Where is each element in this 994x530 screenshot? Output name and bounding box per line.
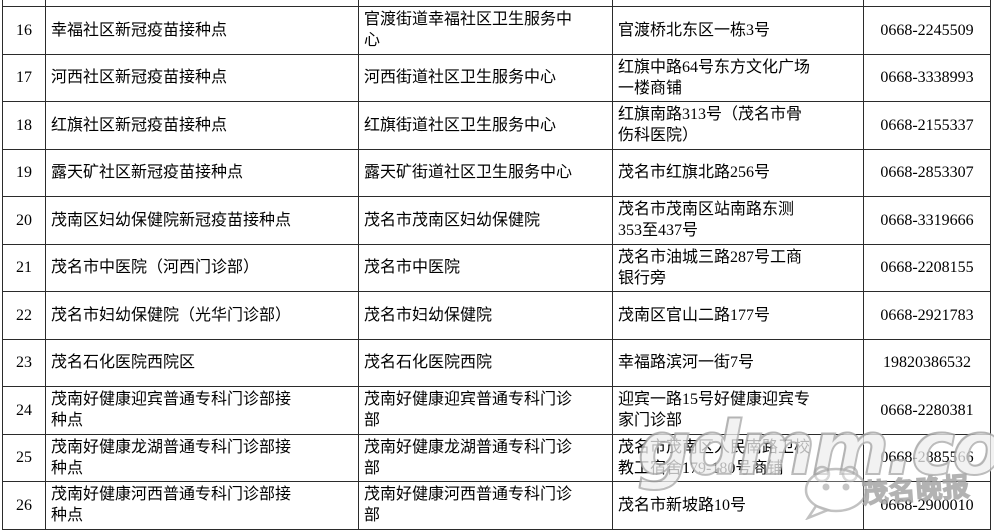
cell-site-name: 河西社区新冠疫苗接种点 — [45, 53, 359, 102]
cell-address: 官渡桥北东区一栋3号 — [612, 6, 864, 55]
cell-number: 20 — [2, 196, 46, 245]
cell-site-name: 幸福社区新冠疫苗接种点 — [45, 6, 359, 55]
table-row: 24 茂南好健康迎宾普通专科门诊部接 种点 茂南好健康迎宾普通专科门诊 部 迎宾… — [2, 386, 991, 435]
cell-organization: 茂名市茂南区妇幼保健院 — [358, 196, 613, 245]
table-row: 19 露天矿社区新冠疫苗接种点 露天矿街道社区卫生服务中心 茂名市红旗北路256… — [2, 148, 991, 197]
cell-number: 24 — [2, 386, 46, 435]
cell-site-name: 红旗社区新冠疫苗接种点 — [45, 101, 359, 150]
cell-site-name: 露天矿社区新冠疫苗接种点 — [45, 148, 359, 197]
cell-address: 茂名市新坡路10号 — [612, 481, 864, 530]
table-row: 25 茂南好健康龙湖普通专科门诊部接 种点 茂南好健康龙湖普通专科门诊 部 茂名… — [2, 433, 991, 482]
cell-organization: 露天矿街道社区卫生服务中心 — [358, 148, 613, 197]
cell-site-name: 茂名石化医院西院区 — [45, 338, 359, 387]
cell-site-name: 茂南好健康河西普通专科门诊部接 种点 — [45, 481, 359, 530]
table-row: 16 幸福社区新冠疫苗接种点 官渡街道幸福社区卫生服务中 心 官渡桥北东区一栋3… — [2, 6, 991, 55]
cell-number: 21 — [2, 243, 46, 292]
cell-phone: 19820386532 — [863, 338, 991, 387]
cell-organization: 茂南好健康迎宾普通专科门诊 部 — [358, 386, 613, 435]
cell-number: 25 — [2, 433, 46, 482]
cell-organization: 茂名市妇幼保健院 — [358, 291, 613, 340]
cell-address: 幸福路滨河一街7号 — [612, 338, 864, 387]
table-row: 20 茂南区妇幼保健院新冠疫苗接种点 茂名市茂南区妇幼保健院 茂名市茂南区站南路… — [2, 196, 991, 245]
cell-site-name: 茂南区妇幼保健院新冠疫苗接种点 — [45, 196, 359, 245]
table-row-partial-top — [2, 0, 991, 7]
cell-number: 17 — [2, 53, 46, 102]
cell-phone: 0668-2280381 — [863, 386, 991, 435]
cell-phone: 0668-2208155 — [863, 243, 991, 292]
cell-organization: 红旗街道社区卫生服务中心 — [358, 101, 613, 150]
cell-address: 茂名市茂南区人民南路卫校 教工宿舍179-180号商铺 — [612, 433, 864, 482]
cell-address: 红旗中路64号东方文化广场 一楼商铺 — [612, 53, 864, 102]
cell-organization: 官渡街道幸福社区卫生服务中 心 — [358, 6, 613, 55]
cell-phone: 0668-2155337 — [863, 101, 991, 150]
cell-address: 茂名市红旗北路256号 — [612, 148, 864, 197]
table-row: 23 茂名石化医院西院区 茂名石化医院西院 幸福路滨河一街7号 19820386… — [2, 338, 991, 387]
cell-address: 茂名市茂南区站南路东测 353至437号 — [612, 196, 864, 245]
cell-organization: 茂南好健康河西普通专科门诊 部 — [358, 481, 613, 530]
cell-phone: 0668-2853307 — [863, 148, 991, 197]
cell-number: 16 — [2, 6, 46, 55]
cell-number: 26 — [2, 481, 46, 530]
cell-number: 22 — [2, 291, 46, 340]
table-row: 18 红旗社区新冠疫苗接种点 红旗街道社区卫生服务中心 红旗南路313号（茂名市… — [2, 101, 991, 150]
cell-organization: 茂南好健康龙湖普通专科门诊 部 — [358, 433, 613, 482]
cell-site-name: 茂南好健康迎宾普通专科门诊部接 种点 — [45, 386, 359, 435]
cell-address: 茂南区官山二路177号 — [612, 291, 864, 340]
table-row: 21 茂名市中医院（河西门诊部） 茂名市中医院 茂名市油城三路287号工商 银行… — [2, 243, 991, 292]
cell-address: 茂名市油城三路287号工商 银行旁 — [612, 243, 864, 292]
cell-phone: 0668-2885566 — [863, 433, 991, 482]
cell-phone: 0668-3319666 — [863, 196, 991, 245]
cell-phone: 0668-2921783 — [863, 291, 991, 340]
table-row: 17 河西社区新冠疫苗接种点 河西街道社区卫生服务中心 红旗中路64号东方文化广… — [2, 53, 991, 102]
cell-number: 23 — [2, 338, 46, 387]
cell-address: 红旗南路313号（茂名市骨 伤科医院） — [612, 101, 864, 150]
cell-number: 18 — [2, 101, 46, 150]
table-row: 22 茂名市妇幼保健院（光华门诊部） 茂名市妇幼保健院 茂南区官山二路177号 … — [2, 291, 991, 340]
cell-site-name: 茂名市中医院（河西门诊部） — [45, 243, 359, 292]
cell-phone: 0668-2245509 — [863, 6, 991, 55]
cell-site-name: 茂南好健康龙湖普通专科门诊部接 种点 — [45, 433, 359, 482]
cell-number: 19 — [2, 148, 46, 197]
cell-organization: 茂名市中医院 — [358, 243, 613, 292]
cell-site-name: 茂名市妇幼保健院（光华门诊部） — [45, 291, 359, 340]
cell-address: 迎宾一路15号好健康迎宾专 家门诊部 — [612, 386, 864, 435]
table-row: 26 茂南好健康河西普通专科门诊部接 种点 茂南好健康河西普通专科门诊 部 茂名… — [2, 481, 991, 530]
cell-phone: 0668-3338993 — [863, 53, 991, 102]
cell-organization: 河西街道社区卫生服务中心 — [358, 53, 613, 102]
cell-organization: 茂名石化医院西院 — [358, 338, 613, 387]
cell-phone: 0668-2900010 — [863, 481, 991, 530]
